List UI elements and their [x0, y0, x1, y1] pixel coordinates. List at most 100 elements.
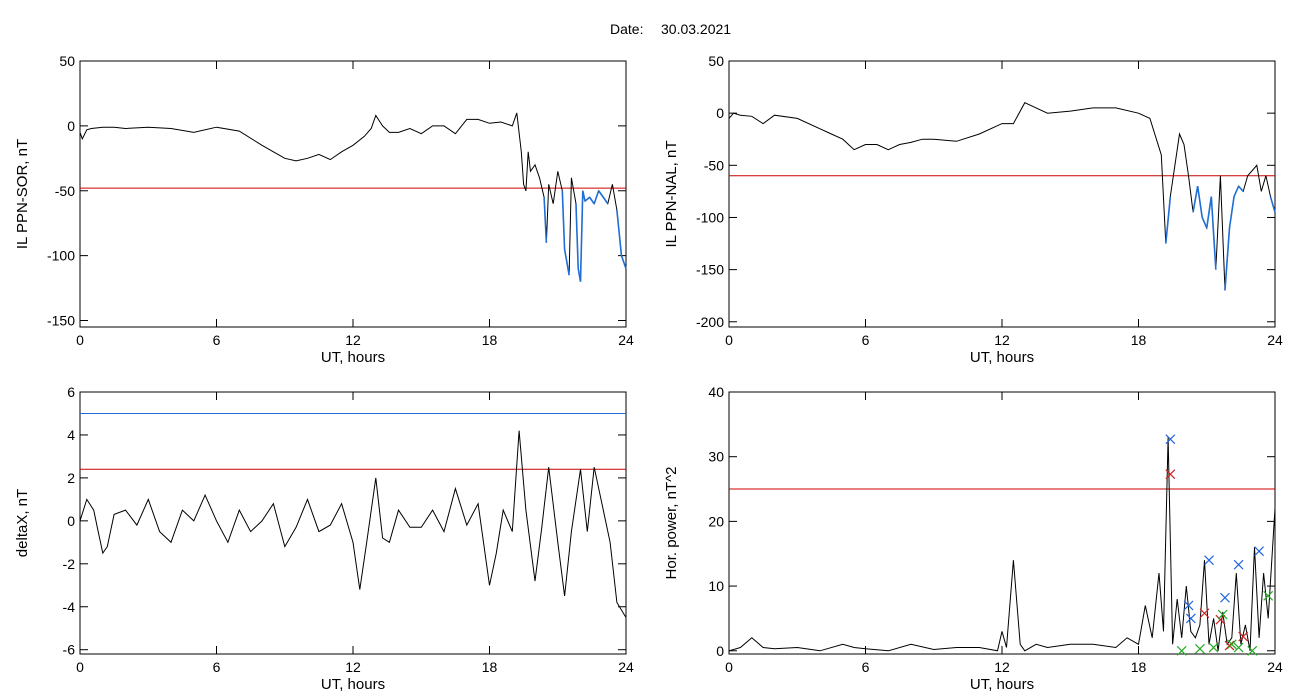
x-tick-label: 6 [862, 659, 870, 675]
highlight-segment [593, 190, 600, 204]
marker-red [1215, 614, 1226, 625]
plot-frame [728, 391, 1276, 655]
marker-stroke [1165, 469, 1176, 480]
marker-stroke [1185, 613, 1196, 624]
x-axis-title: UT, hours [970, 676, 1034, 693]
x-tick-label: 12 [345, 659, 361, 675]
x-tick-label: 0 [725, 332, 733, 348]
highlight-segment [1228, 196, 1235, 229]
x-tick-label: 12 [994, 659, 1010, 675]
y-tick-label: 50 [708, 53, 724, 69]
x-axis-title: UT, hours [321, 349, 385, 366]
marker-green [1208, 642, 1219, 653]
highlight-segment [1165, 196, 1172, 244]
y-tick-label: -100 [47, 248, 75, 264]
x-tick-label: 6 [213, 332, 221, 348]
marker-stroke [1233, 642, 1244, 653]
highlight-segment [566, 261, 570, 276]
chart-hor-power: 0 6 12 18 24 40 30 20 10 0 UT, hours Hor. power, nT… [663, 384, 1283, 693]
highlight-segment [1201, 217, 1208, 229]
y-tick-label: -50 [704, 157, 724, 173]
marker-green [1176, 645, 1187, 656]
marker-stroke [1254, 546, 1264, 557]
highlight-segment [1224, 227, 1231, 291]
plot-frame [79, 60, 627, 328]
x-tick-label: 18 [482, 332, 498, 348]
marker-green [1247, 645, 1258, 656]
x-tick-label: 0 [76, 332, 84, 348]
highlight-segment [575, 203, 580, 269]
marker-red [1199, 608, 1210, 619]
x-tick-label: 12 [345, 332, 361, 348]
y-tick-label: -2 [63, 556, 76, 572]
highlight-segment [588, 196, 595, 205]
y-axis-title: IL PPN-NAL, nT [663, 141, 680, 248]
x-tick-label: 24 [618, 332, 634, 348]
y-tick-label: 4 [67, 427, 75, 443]
x-axis-title: UT, hours [321, 676, 385, 693]
highlight-segment [584, 196, 591, 202]
y-axis-title: deltaX, nT [14, 489, 31, 557]
marker-green [1263, 590, 1274, 601]
y-tick-label: -150 [47, 313, 75, 329]
marker-green [1233, 642, 1244, 653]
marker-green [1217, 609, 1228, 620]
x-tick-label: 0 [76, 659, 84, 675]
x-tick-label: 18 [1131, 332, 1147, 348]
marker-green [1195, 643, 1205, 654]
x-tick-label: 24 [1267, 659, 1283, 675]
marker-blue [1185, 613, 1196, 624]
marker-blue [1220, 592, 1230, 603]
marker-stroke [1238, 631, 1249, 642]
marker-stroke [1220, 592, 1230, 603]
highlight-segment [1210, 196, 1217, 270]
highlight-segment [620, 255, 627, 269]
y-tick-label: -150 [696, 262, 724, 278]
chart-ppn-sor: 0 6 12 18 24 50 0 -50 -100 -150 UT, hours IL PPN-SO… [14, 53, 634, 366]
marker-stroke [1165, 434, 1176, 445]
y-tick-label: -100 [696, 209, 724, 225]
x-tick-label: 6 [862, 332, 870, 348]
marker-stroke [1195, 643, 1205, 654]
marker-stroke [1247, 645, 1258, 656]
highlight-segment [602, 196, 609, 205]
y-tick-label: 40 [708, 384, 724, 400]
plot-frame [79, 391, 627, 655]
highlight-segment [616, 210, 623, 256]
y-tick-label: 6 [67, 384, 75, 400]
x-tick-label: 6 [213, 659, 221, 675]
x-tick-label: 0 [725, 659, 733, 675]
x-tick-label: 18 [482, 659, 498, 675]
marker-green [1226, 639, 1237, 650]
marker-red [1224, 640, 1235, 651]
highlight-segment [1192, 186, 1199, 213]
highlight-segment [581, 190, 586, 202]
marker-stroke [1263, 590, 1274, 601]
marker-red [1165, 469, 1176, 480]
series-line [728, 102, 1276, 291]
highlight-segment [598, 190, 604, 198]
highlight-segment [1233, 185, 1240, 197]
x-tick-label: 24 [1267, 332, 1283, 348]
highlight-segment [1269, 196, 1276, 213]
highlight-segment [1205, 196, 1213, 229]
marker-blue [1233, 559, 1244, 570]
marker-stroke [1199, 608, 1210, 619]
highlight-segment [579, 190, 584, 282]
y-tick-label: -50 [55, 183, 75, 199]
y-tick-label: 0 [67, 513, 75, 529]
date-value: 30.03.2021 [661, 21, 731, 37]
x-tick-label: 12 [994, 332, 1010, 348]
series-line [79, 430, 627, 618]
marker-stroke [1217, 609, 1228, 620]
marker-blue [1204, 555, 1214, 566]
marker-stroke [1204, 555, 1214, 566]
marker-stroke [1208, 642, 1219, 653]
y-tick-label: 0 [716, 643, 724, 659]
y-tick-label: -6 [63, 642, 76, 658]
y-axis-title: IL PPN-SOR, nT [14, 139, 31, 249]
chart-ppn-nal: 0 6 12 18 24 50 0 -50 -100 -150 -200 UT, hours IL PP… [663, 53, 1283, 366]
highlight-segment [543, 197, 548, 243]
x-tick-label: 18 [1131, 659, 1147, 675]
